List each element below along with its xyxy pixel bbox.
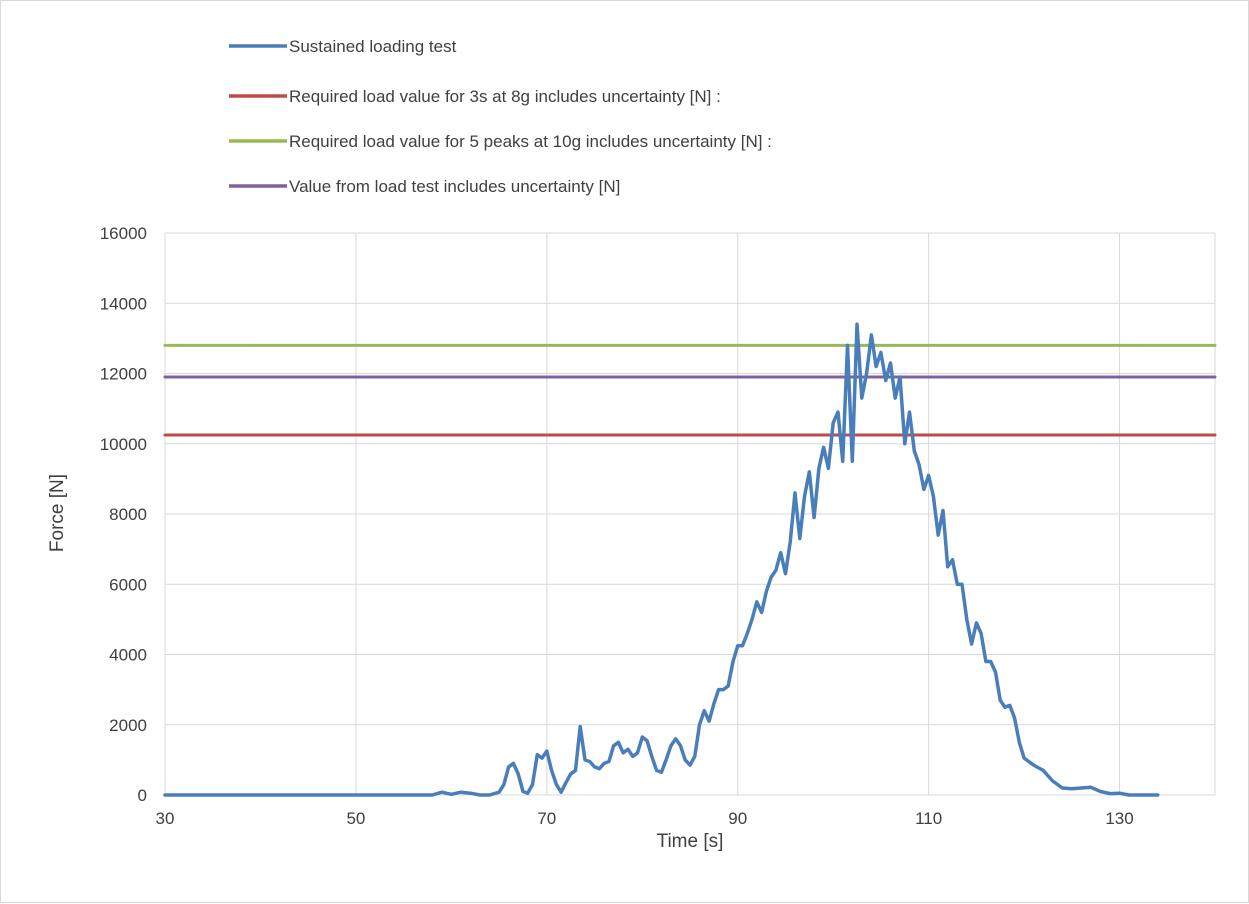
x-tick-label: 50 [346, 809, 365, 828]
gridlines [164, 232, 1216, 796]
x-axis-ticks: 30 50 70 90 110 130 [156, 809, 1134, 828]
y-tick-label: 10000 [100, 435, 147, 454]
x-tick-label: 70 [537, 809, 556, 828]
x-tick-label: 30 [156, 809, 175, 828]
y-tick-label: 4000 [109, 646, 147, 665]
legend-label: Required load value for 3s at 8g include… [289, 87, 721, 106]
x-tick-label: 130 [1105, 809, 1133, 828]
series-line-0 [163, 322, 1160, 797]
y-tick-label: 14000 [100, 294, 147, 313]
x-axis-title: Time [s] [657, 831, 724, 852]
y-axis-ticks: 0 2000 4000 6000 8000 10000 12000 14000 16000 [100, 224, 147, 805]
y-tick-label: 8000 [109, 505, 147, 524]
legend-label: Required load value for 5 peaks at 10g i… [289, 132, 772, 151]
legend-label: Sustained loading test [289, 37, 457, 56]
y-tick-label: 2000 [109, 716, 147, 735]
y-tick-label: 6000 [109, 575, 147, 594]
legend: Sustained loading test Required load valu… [229, 37, 772, 196]
series-layer [163, 322, 1217, 797]
y-axis-title: Force [N] [47, 474, 68, 552]
y-tick-label: 12000 [100, 365, 147, 384]
y-tick-label: 0 [138, 786, 147, 805]
x-tick-label: 90 [728, 809, 747, 828]
legend-label: Value from load test includes uncertaint… [289, 177, 620, 196]
x-tick-label: 110 [915, 809, 942, 828]
y-tick-label: 16000 [100, 224, 147, 243]
